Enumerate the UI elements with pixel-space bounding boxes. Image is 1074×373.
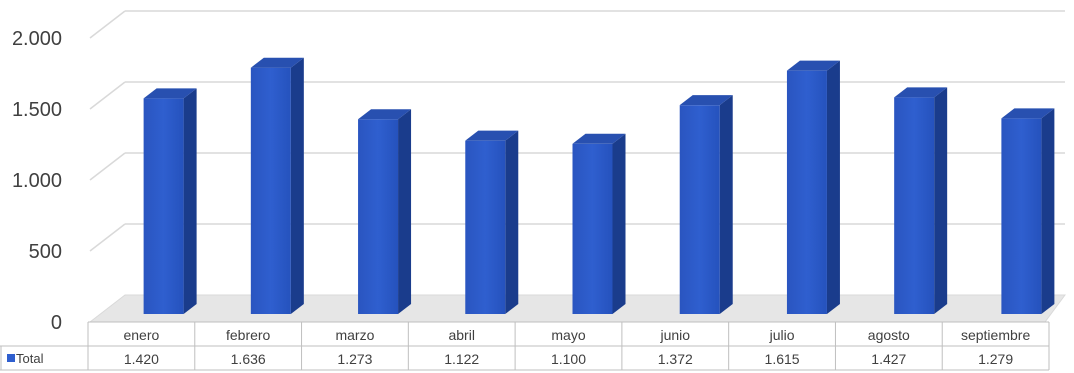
bar-top <box>679 95 733 106</box>
bar-junio <box>679 95 733 315</box>
y-tick-label: 500 <box>29 241 62 263</box>
gridline-diag <box>89 223 126 252</box>
bar-side <box>505 130 519 314</box>
bar-side <box>934 87 948 314</box>
bar-top <box>572 133 626 144</box>
y-tick-label: 1.000 <box>12 170 62 192</box>
bar-side <box>183 88 197 314</box>
bar-enero <box>143 88 197 314</box>
value-label: 1.636 <box>231 351 266 367</box>
category-label: abril <box>448 327 474 343</box>
y-tick-label: 0 <box>51 312 62 334</box>
bar-front <box>786 70 827 314</box>
legend-series-name: Total <box>16 351 44 366</box>
bars <box>143 57 1055 315</box>
bar-front <box>894 97 935 314</box>
bar-mayo <box>572 133 626 314</box>
value-label: 1.273 <box>337 351 372 367</box>
gridline-diag <box>89 152 126 181</box>
gridline-diag <box>89 81 126 110</box>
category-label: marzo <box>335 327 374 343</box>
bar-front <box>679 105 720 315</box>
y-tick-label: 2.000 <box>12 28 62 50</box>
bar-agosto <box>894 87 948 314</box>
y-tick-label: 1.500 <box>12 99 62 121</box>
y-axis-ticks: 0 500 1.000 1.500 2.000 <box>12 28 62 334</box>
bar-top <box>250 57 304 68</box>
gridline-diag <box>89 10 126 39</box>
data-table: enero 1.420 febrero 1.636 marzo 1.273 abril 1.1… <box>0 321 1050 371</box>
bar-front <box>1001 118 1042 314</box>
bar-front <box>358 119 399 314</box>
bar-julio <box>786 60 840 314</box>
bar-top <box>143 88 197 99</box>
bar-febrero <box>250 57 304 315</box>
bar-top <box>358 109 412 120</box>
category-label: agosto <box>868 327 910 343</box>
bar-septiembre <box>1001 108 1055 314</box>
bar-abril <box>465 130 519 314</box>
bar-side <box>719 95 733 315</box>
bar-front <box>572 143 613 314</box>
value-label: 1.100 <box>551 351 586 367</box>
bar-side <box>1041 108 1055 314</box>
bar-side <box>290 57 304 315</box>
bar-marzo <box>358 109 412 314</box>
category-label: junio <box>659 327 690 343</box>
bar-front <box>250 67 291 314</box>
bar-top <box>1001 108 1055 119</box>
value-label: 1.372 <box>658 351 693 367</box>
category-label: enero <box>123 327 159 343</box>
category-label: julio <box>769 327 795 343</box>
bar-top <box>894 87 948 98</box>
bar-front <box>143 98 184 314</box>
bar-side <box>398 109 412 314</box>
category-label: febrero <box>226 327 271 343</box>
bar-top <box>786 60 840 71</box>
value-label: 1.615 <box>765 351 800 367</box>
category-label: septiembre <box>961 327 1030 343</box>
bar-side <box>826 60 840 314</box>
category-label: mayo <box>551 327 585 343</box>
value-label: 1.279 <box>978 351 1013 367</box>
value-label: 1.122 <box>444 351 479 367</box>
bar-front <box>465 140 506 314</box>
value-label: 1.427 <box>871 351 906 367</box>
bar-top <box>465 130 519 141</box>
value-label: 1.420 <box>124 351 159 367</box>
bar-side <box>612 133 626 314</box>
legend-swatch <box>7 354 15 362</box>
